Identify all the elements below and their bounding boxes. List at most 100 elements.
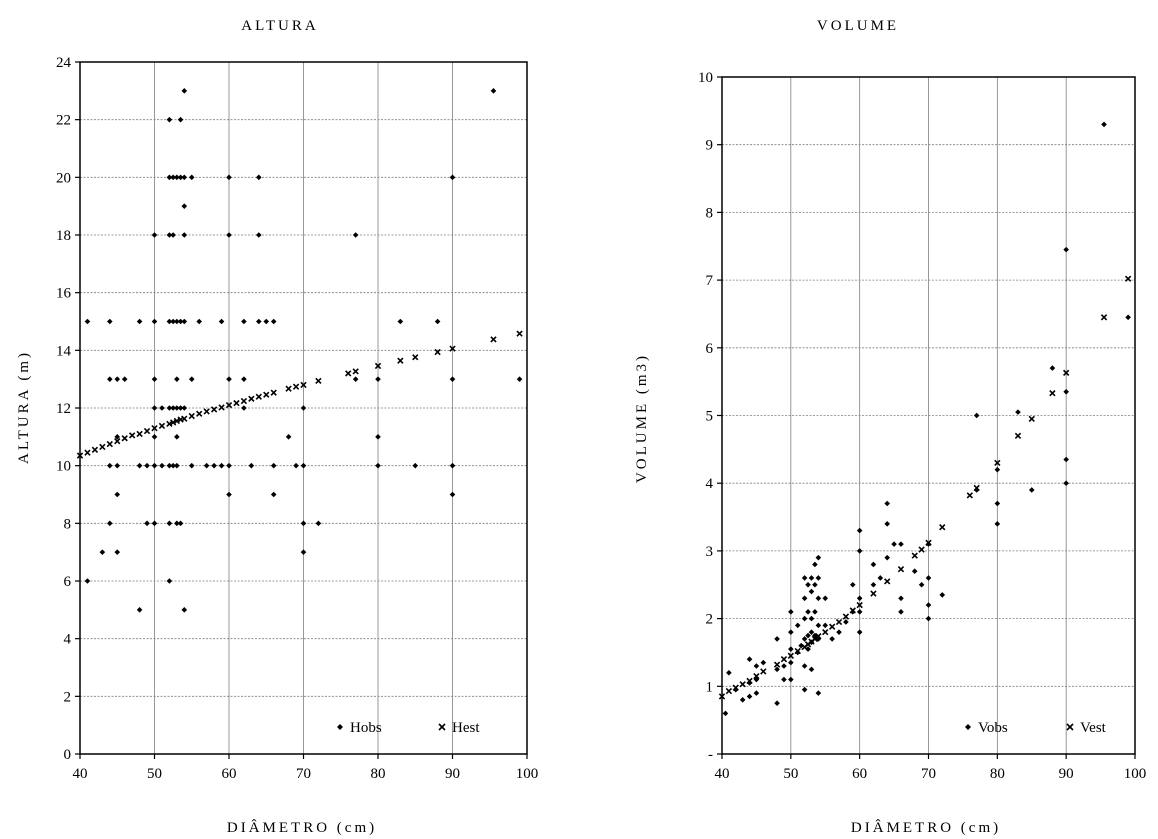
data-point-vobs — [925, 541, 932, 547]
legend-marker-hobs — [337, 724, 343, 730]
data-point-hobs — [166, 232, 173, 238]
data-point-hobs — [114, 491, 121, 498]
data-point-vobs — [973, 487, 980, 493]
data-point-hobs — [151, 520, 158, 527]
data-point-vest — [780, 656, 788, 663]
data-point-vest — [1028, 415, 1035, 423]
data-point-hobs — [449, 491, 456, 498]
data-point-vobs — [801, 636, 808, 642]
data-point-hobs — [166, 318, 173, 325]
data-point-hobs — [270, 491, 277, 498]
data-point-hest — [84, 449, 91, 456]
data-point-vobs — [856, 609, 863, 615]
series-hobs — [84, 88, 523, 613]
data-point-vobs — [829, 636, 835, 642]
data-point-hobs — [226, 462, 232, 469]
data-point-vobs — [815, 690, 822, 696]
data-point-vobs — [898, 609, 904, 615]
data-point-hobs — [166, 578, 173, 584]
data-point-vobs — [774, 636, 780, 642]
data-point-hobs — [241, 318, 247, 325]
data-point-hobs — [218, 462, 225, 469]
data-point-vobs — [808, 629, 815, 635]
data-point-hobs — [84, 578, 91, 584]
data-point-hobs — [300, 462, 307, 469]
legend-marker-vobs — [965, 724, 971, 730]
y-tick-label: 5 — [706, 409, 714, 425]
data-point-vest — [849, 607, 856, 614]
data-point-hest — [169, 419, 177, 426]
data-point-hobs — [449, 174, 456, 181]
data-point-hobs — [188, 174, 195, 181]
data-point-vest — [856, 601, 863, 609]
data-point-hobs — [256, 318, 262, 325]
data-point-hobs — [136, 462, 143, 469]
data-point-hest — [91, 446, 99, 453]
data-point-hest — [99, 443, 106, 451]
volume-y-axis-label: VOLUME (m3) — [634, 353, 650, 483]
data-point-vobs — [774, 700, 780, 707]
data-point-hobs — [181, 174, 188, 181]
data-point-vobs — [794, 622, 801, 629]
altura-x-axis-label: DIÂMETRO (cm) — [227, 819, 377, 836]
data-point-hobs — [449, 376, 456, 382]
data-point-vobs — [746, 693, 753, 700]
data-point-hobs — [177, 318, 184, 325]
data-point-vobs — [822, 595, 829, 602]
y-tick-label: 6 — [706, 341, 714, 357]
data-point-vobs — [781, 663, 787, 669]
x-tick-label: 50 — [147, 766, 162, 782]
data-point-hobs — [151, 434, 158, 440]
data-point-hest — [181, 415, 188, 422]
data-point-hobs — [248, 462, 255, 469]
data-point-vobs — [808, 588, 815, 595]
y-tick-label: 10 — [698, 70, 713, 86]
data-point-hobs — [177, 116, 184, 123]
data-point-hest — [173, 417, 181, 425]
data-point-vobs — [805, 609, 811, 615]
data-point-hobs — [256, 232, 262, 238]
legend-marker-hest — [438, 723, 446, 731]
data-point-vobs — [812, 581, 818, 588]
series-vobs — [722, 121, 1131, 717]
data-point-hobs — [151, 232, 158, 238]
y-tick-label: 9 — [706, 138, 714, 154]
data-point-hobs — [166, 405, 173, 411]
data-point-vobs — [994, 466, 1001, 473]
data-point-hobs — [188, 462, 195, 469]
data-point-hobs — [166, 462, 173, 469]
data-point-hobs — [226, 232, 232, 238]
data-point-vobs — [808, 666, 815, 673]
data-point-hobs — [170, 318, 176, 325]
y-tick-label: 20 — [56, 170, 71, 186]
data-point-vest — [746, 677, 753, 685]
data-point-vobs — [788, 659, 794, 666]
altura-legend: Hobs Hest — [337, 720, 480, 736]
data-point-vest — [884, 578, 891, 585]
data-point-vobs — [805, 632, 811, 639]
data-point-vobs — [788, 629, 794, 635]
data-point-hest — [412, 354, 419, 361]
data-point-vobs — [849, 609, 856, 615]
data-point-vobs — [884, 521, 890, 527]
data-point-hobs — [159, 405, 165, 411]
data-point-hobs — [226, 174, 232, 181]
data-point-vobs — [794, 649, 801, 656]
data-point-vobs — [788, 609, 794, 615]
data-point-vobs — [753, 663, 760, 669]
data-point-hobs — [241, 376, 247, 382]
data-point-vest — [787, 652, 794, 660]
data-point-vobs — [911, 568, 918, 575]
data-point-vobs — [812, 561, 818, 568]
y-tick-label: 4 — [706, 476, 714, 492]
data-point-hobs — [285, 434, 292, 440]
legend-item-vest: Vest — [1066, 720, 1107, 736]
data-point-hobs — [293, 462, 299, 469]
data-point-vobs — [1063, 389, 1069, 395]
data-point-hobs — [107, 376, 113, 382]
data-point-hest — [285, 385, 292, 392]
data-point-hobs — [375, 376, 381, 382]
data-point-hobs — [300, 520, 307, 527]
